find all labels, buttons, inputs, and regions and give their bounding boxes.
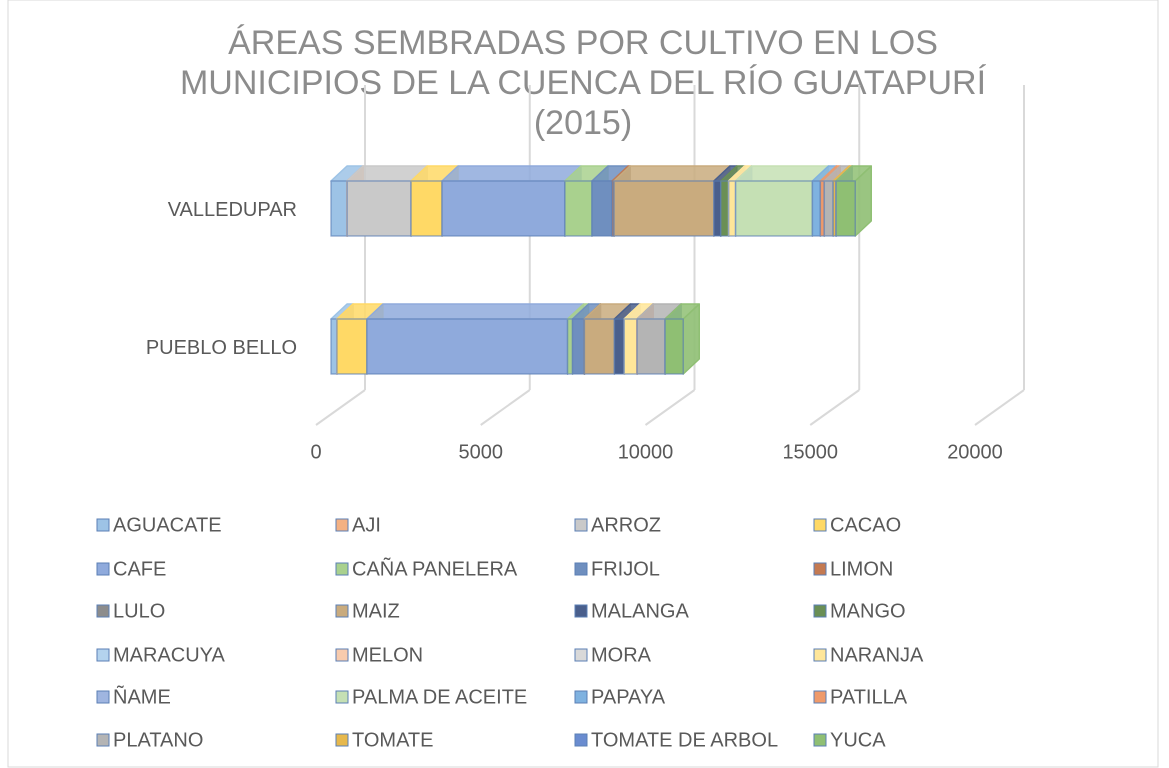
grid-line bbox=[809, 389, 860, 426]
legend-swatch bbox=[335, 562, 349, 576]
chart-title: ÁREAS SEMBRADAS POR CULTIVO EN LOS MUNICI… bbox=[180, 24, 987, 142]
legend-label: LIMON bbox=[830, 558, 893, 580]
bar-top bbox=[366, 303, 585, 320]
legend-swatch bbox=[813, 733, 827, 747]
legend-swatch bbox=[335, 518, 349, 532]
bar bbox=[811, 180, 822, 237]
bar bbox=[613, 318, 626, 375]
legend-label: TOMATE bbox=[352, 729, 433, 751]
legend-swatch bbox=[335, 648, 349, 662]
bar bbox=[330, 180, 348, 237]
legend-swatch bbox=[96, 562, 110, 576]
legend-label: ARROZ bbox=[591, 514, 661, 536]
x-tick-label: 0 bbox=[310, 441, 321, 463]
bar bbox=[571, 318, 586, 375]
legend-swatch bbox=[574, 733, 588, 747]
legend-swatch bbox=[574, 562, 588, 576]
bar-segment bbox=[613, 165, 731, 237]
legend-swatch bbox=[96, 690, 110, 704]
legend-label: ÑAME bbox=[113, 684, 171, 708]
legend-label: YUCA bbox=[830, 729, 886, 751]
x-tick-label: 5000 bbox=[459, 441, 504, 463]
bar bbox=[330, 318, 338, 375]
bar bbox=[366, 318, 569, 375]
bar-top bbox=[613, 165, 731, 182]
legend-label: MARACUYA bbox=[113, 644, 226, 666]
legend-swatch bbox=[813, 518, 827, 532]
legend-label: AJI bbox=[352, 514, 381, 536]
bar bbox=[591, 180, 613, 237]
bar bbox=[623, 318, 638, 375]
legend-swatch bbox=[335, 690, 349, 704]
legend-label: CACAO bbox=[830, 514, 901, 536]
legend-swatch bbox=[335, 604, 349, 618]
category-label: VALLEDUPAR bbox=[168, 199, 297, 221]
legend-swatch bbox=[96, 518, 110, 532]
legend-label: PLATANO bbox=[113, 729, 203, 751]
legend-swatch bbox=[574, 690, 588, 704]
legend-swatch bbox=[574, 648, 588, 662]
grid-line bbox=[480, 389, 531, 426]
legend-swatch bbox=[813, 562, 827, 576]
bar bbox=[734, 180, 814, 237]
category-label: PUEBLO BELLO bbox=[146, 337, 297, 359]
legend-label: MELON bbox=[352, 644, 423, 666]
legend-label: LULO bbox=[113, 600, 165, 622]
bar bbox=[720, 180, 730, 237]
legend-label: PAPAYA bbox=[591, 686, 666, 708]
bar bbox=[636, 318, 666, 375]
bar bbox=[613, 180, 715, 237]
legend-label: MANGO bbox=[830, 600, 906, 622]
grid-line bbox=[315, 389, 366, 426]
legend-label: PATILLA bbox=[830, 686, 908, 708]
grid-line bbox=[644, 389, 696, 426]
bar bbox=[441, 180, 566, 237]
legend-label: MORA bbox=[591, 644, 652, 666]
legend-swatch bbox=[813, 648, 827, 662]
bar bbox=[835, 180, 856, 237]
bar-segment bbox=[441, 165, 582, 237]
bar-segment bbox=[664, 303, 700, 375]
legend-swatch bbox=[96, 733, 110, 747]
bar bbox=[336, 318, 368, 375]
legend-swatch bbox=[335, 733, 349, 747]
legend-label: CAFE bbox=[113, 558, 166, 580]
bar bbox=[823, 180, 834, 237]
bar bbox=[564, 180, 593, 237]
bar bbox=[727, 180, 737, 237]
legend-swatch bbox=[96, 604, 110, 618]
bar bbox=[664, 318, 684, 375]
legend-swatch bbox=[574, 604, 588, 618]
x-tick-label: 20000 bbox=[947, 441, 1003, 463]
legend-label: FRIJOL bbox=[591, 558, 660, 580]
legend-swatch bbox=[574, 518, 588, 532]
bar bbox=[346, 180, 412, 237]
legend-label: CAÑA PANELERA bbox=[352, 556, 518, 580]
bar-segment bbox=[366, 303, 585, 375]
chart-frame bbox=[7, 0, 1159, 768]
legend-swatch bbox=[813, 690, 827, 704]
legend-swatch bbox=[813, 604, 827, 618]
x-tick-label: 15000 bbox=[782, 441, 838, 463]
grid-line bbox=[974, 389, 1025, 426]
bar bbox=[410, 180, 443, 237]
bar-top bbox=[441, 165, 582, 182]
legend-label: AGUACATE bbox=[113, 514, 222, 536]
legend-label: TOMATE DE ARBOL bbox=[591, 729, 778, 751]
legend-swatch bbox=[96, 648, 110, 662]
bar bbox=[583, 318, 616, 375]
legend-label: MALANGA bbox=[591, 600, 689, 622]
legend-label: NARANJA bbox=[830, 644, 924, 666]
legend-label: PALMA DE ACEITE bbox=[352, 686, 527, 708]
x-tick-label: 10000 bbox=[618, 441, 674, 463]
bar bbox=[713, 180, 722, 237]
legend-label: MAIZ bbox=[352, 600, 400, 622]
bar-segment bbox=[835, 165, 872, 237]
